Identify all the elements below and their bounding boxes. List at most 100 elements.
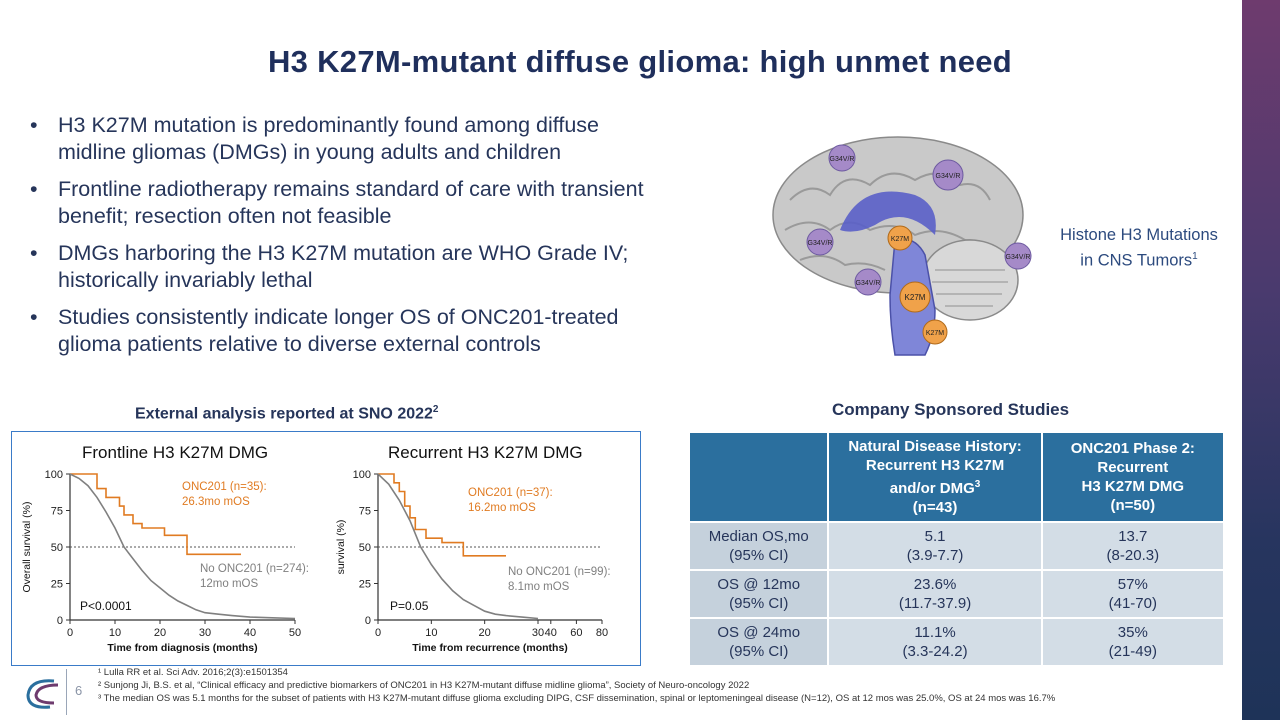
footnote-ref: 2 [432, 404, 439, 415]
table-header-row: Natural Disease History: Recurrent H3 K2… [687, 431, 1226, 523]
header-line: and/or DMG [889, 480, 975, 497]
series-label: 12mo mOS [200, 578, 258, 590]
x-tick-label: 80 [596, 627, 608, 639]
row-label: OS @ 12mo (95% CI) [687, 569, 830, 619]
y-tick-label: 100 [45, 469, 63, 481]
footnotes: ¹ Lulla RR et al. Sci Adv. 2016;2(3):e15… [98, 667, 1238, 705]
y-axis-label: survival (%) [335, 520, 347, 575]
bullet-text-line1: Frontline radiotherapy remains standard … [58, 177, 644, 201]
sno-heading-text: External analysis reported at SNO 2022 [135, 405, 433, 423]
x-tick-label: 30 [532, 627, 544, 639]
series-label: 16.2mo mOS [468, 502, 536, 514]
footer-divider [66, 669, 67, 715]
header-n: (n=50) [1110, 497, 1156, 514]
p-value: P<0.0001 [80, 599, 132, 613]
series-label: No ONC201 (n=99): [508, 566, 611, 578]
series-label: No ONC201 (n=274): [200, 563, 309, 575]
x-tick-label: 10 [425, 627, 437, 639]
header-line: Natural Disease History: [848, 438, 1022, 455]
x-axis-label: Time from recurrence (months) [412, 642, 568, 654]
y-tick-label: 75 [359, 506, 371, 518]
table-row: Median OS,mo (95% CI) 5.1 (3.9-7.7) 13.7 (8… [687, 521, 1226, 571]
table-header-empty [687, 431, 830, 523]
km-charts-panel: Frontline H3 K27M DMG Recurrent H3 K27M … [11, 431, 641, 666]
footnote: ¹ Lulla RR et al. Sci Adv. 2016;2(3):e15… [98, 667, 288, 678]
y-tick-label: 50 [51, 542, 63, 554]
bullet-dot: • [30, 241, 38, 265]
series-label: ONC201 (n=37): [468, 487, 553, 499]
p-value: P=0.05 [390, 599, 429, 613]
series-label: 26.3mo mOS [182, 496, 250, 508]
y-axis-label: Overall survival (%) [21, 501, 33, 592]
bullet-item: • DMGs harboring the H3 K27M mutation ar… [30, 240, 730, 294]
brain-icon: G34V/R G34V/R G34V/R G34V/R K27M G34V/R … [772, 136, 1032, 356]
brain-label: G34V/R [808, 240, 833, 247]
decorative-sidebar-bar [1242, 0, 1280, 720]
cell-natural: 11.1% (3.3-24.2) [827, 617, 1043, 667]
footnote-ref: 3 [974, 479, 981, 490]
header-line: ONC201 Phase 2: [1070, 440, 1195, 457]
cell-onc201: 57% (41-70) [1040, 569, 1226, 619]
y-tick-label: 100 [353, 469, 371, 481]
series-label: ONC201 (n=35): [182, 481, 267, 493]
brain-label: K27M [926, 330, 944, 337]
table-header-natural-history: Natural Disease History: Recurrent H3 K2… [827, 431, 1043, 523]
footnote-ref: 1 [1192, 251, 1198, 262]
bullet-text-line1: H3 K27M mutation is predominantly found … [58, 113, 599, 137]
header-line: Recurrent H3 K27M [865, 457, 1005, 474]
chart-title-frontline: Frontline H3 K27M DMG [82, 443, 269, 462]
bullet-list: • H3 K27M mutation is predominantly foun… [30, 112, 730, 368]
x-tick-label: 20 [479, 627, 491, 639]
x-tick-label: 40 [545, 627, 557, 639]
x-tick-label: 60 [570, 627, 582, 639]
bullet-text-line2: historically invariably lethal [58, 268, 313, 292]
header-n: (n=43) [912, 499, 958, 516]
brain-label: G34V/R [936, 173, 961, 180]
row-label: Median OS,mo (95% CI) [687, 521, 830, 571]
brain-label: G34V/R [1006, 254, 1031, 261]
series-line-control [69, 473, 296, 620]
y-tick-label: 25 [51, 579, 63, 591]
cell-onc201: 35% (21-49) [1040, 617, 1226, 667]
bullet-item: • Frontline radiotherapy remains standar… [30, 176, 730, 230]
table-header-onc201: ONC201 Phase 2: Recurrent H3 K27M DMG (n… [1040, 431, 1226, 523]
footnote: ² Sunjong Ji, B.S. et al, “Clinical effi… [98, 679, 750, 691]
cell-onc201: 13.7 (8-20.3) [1040, 521, 1226, 571]
chart-title-recurrent: Recurrent H3 K27M DMG [388, 443, 583, 462]
x-tick-label: 0 [375, 627, 381, 639]
bullet-text-line1: DMGs harboring the H3 K27M mutation are … [58, 241, 629, 265]
bullet-item: • Studies consistently indicate longer O… [30, 304, 730, 358]
brain-label: G34V/R [856, 280, 881, 287]
brain-caption-line2: in CNS Tumors [1080, 251, 1193, 270]
x-tick-label: 40 [244, 627, 256, 639]
cell-natural: 5.1 (3.9-7.7) [827, 521, 1043, 571]
table-row: OS @ 24mo (95% CI) 11.1% (3.3-24.2) 35% (21… [687, 617, 1226, 667]
y-tick-label: 0 [57, 615, 63, 627]
footnote: ³ The median OS was 5.1 months for the s… [98, 692, 1056, 704]
bullet-item: • H3 K27M mutation is predominantly foun… [30, 112, 730, 166]
bullet-text-line2: midline gliomas (DMGs) in young adults a… [58, 140, 562, 164]
y-tick-label: 25 [359, 579, 371, 591]
sno-heading: External analysis reported at SNO 20222 [135, 404, 438, 423]
x-tick-label: 10 [109, 627, 121, 639]
bullet-dot: • [30, 113, 38, 137]
x-tick-label: 30 [199, 627, 211, 639]
header-line: H3 K27M DMG [1081, 478, 1185, 495]
bullet-dot: • [30, 177, 38, 201]
series-label: 8.1mo mOS [508, 581, 570, 593]
x-tick-label: 20 [154, 627, 166, 639]
y-tick-label: 75 [51, 506, 63, 518]
bullet-dot: • [30, 305, 38, 329]
y-tick-label: 0 [365, 615, 371, 627]
row-label: OS @ 24mo (95% CI) [687, 617, 830, 667]
bullet-text-line2: glioma patients relative to diverse exte… [58, 332, 541, 356]
series-line-control [377, 473, 539, 620]
header-line: Recurrent [1097, 459, 1169, 476]
series-line-onc201 [378, 473, 506, 557]
page-number: 6 [75, 683, 83, 698]
slide-title: H3 K27M-mutant diffuse glioma: high unme… [267, 44, 1013, 79]
x-axis-label: Time from diagnosis (months) [107, 642, 257, 654]
brain-label: G34V/R [830, 156, 855, 163]
bullet-text-line2: benefit; resection often not feasible [58, 204, 392, 228]
